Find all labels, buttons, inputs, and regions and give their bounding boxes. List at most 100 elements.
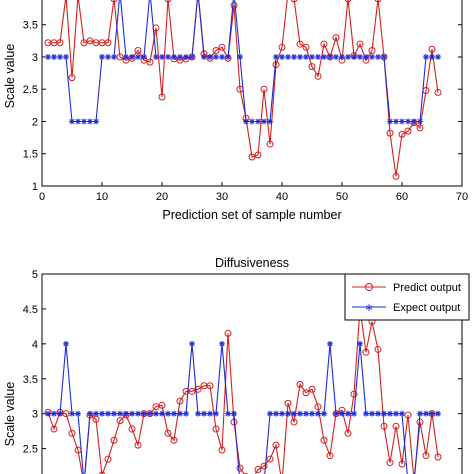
- y-tick-label: 1.5: [23, 149, 38, 161]
- predict-point: [158, 93, 166, 101]
- expect-point: [381, 53, 387, 60]
- predict-point: [254, 151, 262, 159]
- series-line-predict: [48, 0, 439, 177]
- x-tick-label: 10: [96, 191, 108, 203]
- expect-point: [63, 340, 69, 347]
- top-x-axis-label: Prediction set of sample number: [162, 208, 341, 222]
- expect-point: [171, 53, 177, 60]
- predict-point: [344, 0, 352, 3]
- expect-point: [333, 410, 339, 417]
- expect-point: [159, 410, 165, 417]
- expect-point: [363, 53, 369, 60]
- x-tick-label: 30: [216, 191, 228, 203]
- predict-point: [68, 74, 76, 82]
- predict-point: [164, 429, 172, 437]
- y-tick-label: 2.5: [23, 84, 38, 96]
- top-plot-frame: [41, 0, 463, 187]
- expect-point: [381, 410, 387, 417]
- expect-point: [189, 53, 195, 60]
- expect-point: [273, 53, 279, 60]
- predict-point: [284, 399, 292, 407]
- expect-point: [303, 53, 309, 60]
- predict-point: [416, 124, 424, 132]
- predict-point: [404, 411, 412, 419]
- predict-point: [206, 382, 214, 390]
- legend-predict-label: Predict output: [393, 282, 461, 294]
- y-tick-label: 3.5: [23, 20, 38, 32]
- legend: Predict output ∗ Expect output: [344, 273, 470, 321]
- expect-point: [93, 410, 99, 417]
- expect-point: [183, 410, 189, 417]
- expect-point: [339, 53, 345, 60]
- expect-point: [399, 410, 405, 417]
- expect-point: [63, 53, 69, 60]
- expect-point: [363, 410, 369, 417]
- predict-point: [302, 389, 310, 397]
- expect-point: [123, 410, 129, 417]
- y-tick-label: 4: [32, 339, 38, 351]
- predict-point: [188, 387, 196, 395]
- expect-point: [285, 53, 291, 60]
- predict-point: [230, 1, 238, 9]
- expect-point: [357, 53, 363, 60]
- expect-point: [405, 118, 411, 125]
- predict-point: [176, 397, 184, 405]
- predict-point: [302, 43, 310, 51]
- predict-point: [290, 418, 298, 426]
- expect-point: [291, 410, 297, 417]
- expect-point: [81, 118, 87, 125]
- expect-point: [75, 410, 81, 417]
- expect-point: [153, 53, 159, 60]
- expect-point: [435, 410, 441, 417]
- predict-point: [386, 459, 394, 467]
- predict-point: [128, 425, 136, 433]
- expect-point: [375, 53, 381, 60]
- expect-point: [69, 118, 75, 125]
- predict-point: [350, 390, 358, 398]
- expect-point: [105, 410, 111, 417]
- expect-point: [147, 410, 153, 417]
- predict-point: [296, 380, 304, 388]
- expect-point: [177, 53, 183, 60]
- predict-point: [326, 452, 334, 460]
- expect-point: [231, 410, 237, 417]
- predict-point: [260, 85, 268, 93]
- bottom-chart-title: Diffusiveness: [215, 256, 289, 270]
- predict-point: [290, 0, 298, 3]
- expect-point: [129, 53, 135, 60]
- legend-expect-marker: ∗: [364, 302, 373, 314]
- expect-point: [297, 410, 303, 417]
- expect-point: [123, 53, 129, 60]
- expect-point: [387, 118, 393, 125]
- expect-point: [51, 410, 57, 417]
- predict-point: [260, 462, 268, 470]
- predict-point: [224, 329, 232, 337]
- predict-point: [266, 140, 274, 148]
- predict-point: [134, 441, 142, 449]
- expect-point: [111, 53, 117, 60]
- expect-point: [267, 118, 273, 125]
- predict-point: [272, 441, 280, 449]
- x-tick-label: 40: [276, 191, 288, 203]
- predict-point: [434, 453, 442, 461]
- expect-point: [435, 53, 441, 60]
- expect-point: [291, 53, 297, 60]
- expect-point: [213, 410, 219, 417]
- expect-point: [327, 340, 333, 347]
- expect-point: [351, 53, 357, 60]
- predict-point: [104, 455, 112, 463]
- predict-point: [212, 47, 220, 55]
- expect-point: [255, 118, 261, 125]
- y-tick-label: 4.5: [23, 304, 38, 316]
- expect-point: [393, 410, 399, 417]
- legend-expect-label: Expect output: [393, 302, 460, 314]
- predict-point: [164, 0, 172, 3]
- expect-point: [225, 410, 231, 417]
- y-tick-label: 3.5: [23, 374, 38, 386]
- expect-point: [207, 53, 213, 60]
- expect-point: [75, 118, 81, 125]
- expect-point: [165, 53, 171, 60]
- expect-point: [51, 53, 57, 60]
